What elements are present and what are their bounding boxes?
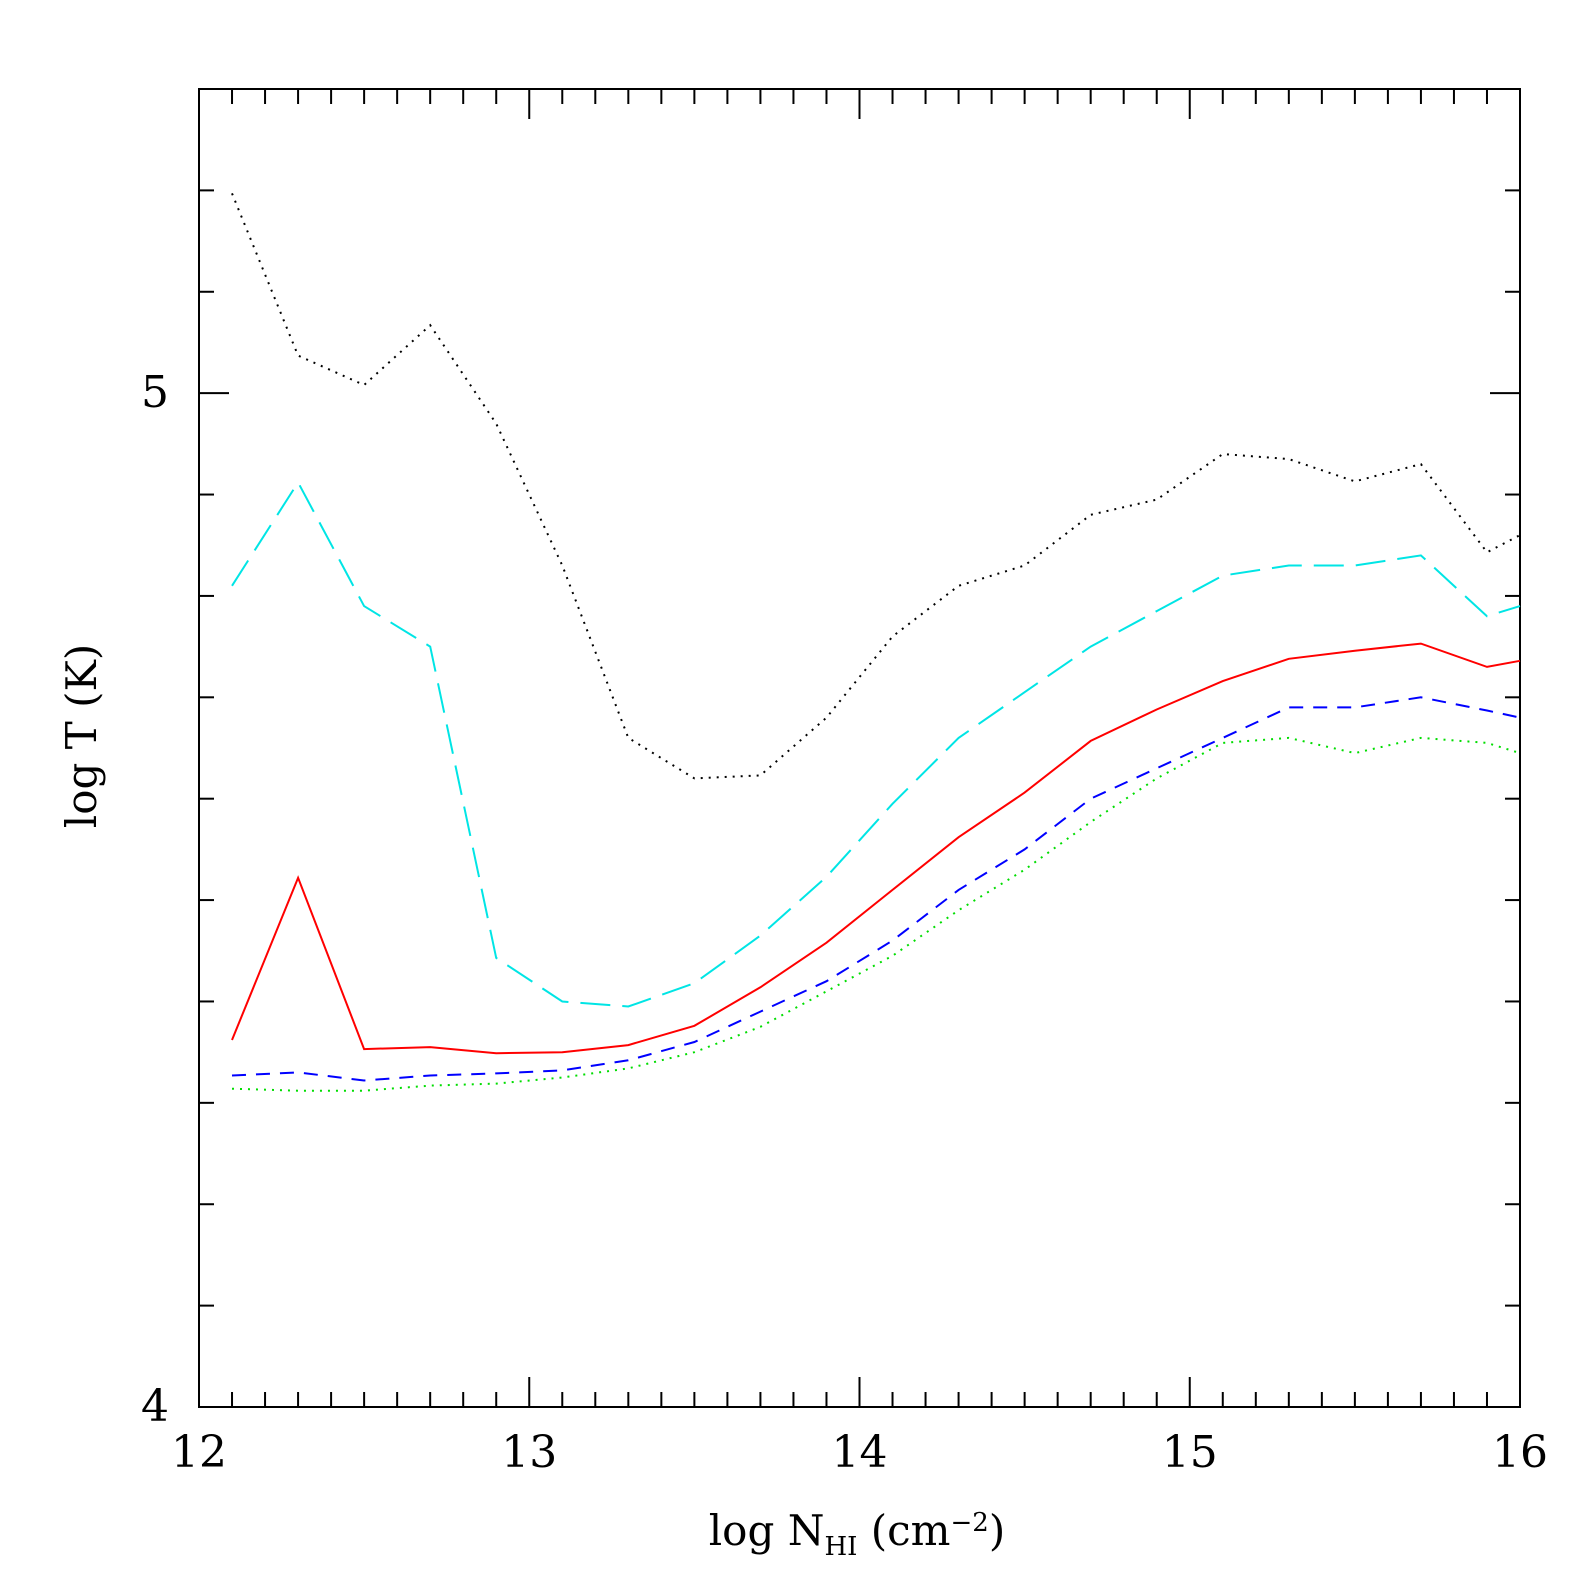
x-axis-label-subscript: HI: [824, 1532, 857, 1562]
y-axis-label: log T (K): [57, 644, 106, 828]
x-axis-label: log NHI (cm−2): [709, 1506, 1005, 1562]
x-tick-label: 15: [1162, 1427, 1218, 1478]
data-series: [231, 193, 1521, 1092]
x-tick-label: 13: [501, 1427, 557, 1478]
x-tick-label: 16: [1492, 1427, 1548, 1478]
series-line-cyan-dashed: [231, 480, 1521, 1008]
y-tick-label: 5: [141, 367, 169, 418]
x-axis-label-prefix: log N: [709, 1506, 825, 1555]
x-tick-label: 12: [171, 1427, 227, 1478]
axis-ticks: [198, 88, 1521, 1408]
series-line-black-dotted: [231, 193, 1521, 780]
x-axis-label-unit-open: (cm: [857, 1506, 950, 1555]
axis-tick-labels: 12 13 14 15 16 4 5: [141, 367, 1548, 1478]
series-line-red-solid: [231, 642, 1521, 1055]
x-tick-label: 14: [832, 1427, 888, 1478]
x-axis-label-unit-close: ): [989, 1506, 1005, 1555]
series-line-blue-dashed: [231, 696, 1521, 1082]
x-axis-label-superscript: −2: [951, 1508, 989, 1538]
plot-frame: [198, 88, 1521, 1408]
series-line-green-dotted: [231, 736, 1521, 1092]
y-tick-label: 4: [141, 1381, 169, 1432]
